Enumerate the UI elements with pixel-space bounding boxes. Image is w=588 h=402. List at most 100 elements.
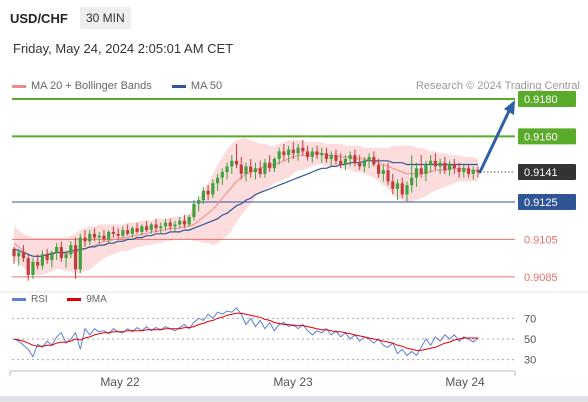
candle (386, 170, 390, 182)
candle (159, 226, 163, 229)
candle (353, 155, 357, 163)
candle (144, 226, 149, 231)
candle (220, 172, 224, 178)
rsi-legend: RSI 9MA (12, 294, 107, 305)
candle (282, 151, 286, 156)
legend-item-rsi: RSI (31, 294, 48, 305)
candle (73, 245, 78, 270)
rsi-swatch (12, 298, 26, 301)
candle (395, 183, 400, 189)
candle (234, 160, 239, 165)
candle (305, 151, 310, 158)
candle (31, 261, 35, 276)
legend-item-ma50: MA 50 (190, 80, 223, 93)
candle (476, 170, 480, 173)
candle (263, 162, 267, 174)
candle (182, 220, 187, 225)
candle (287, 149, 291, 156)
level-label-0.9125: 0.9125 (524, 197, 558, 209)
candle (121, 230, 125, 236)
indicator-legend: MA 20 + Bollinger Bands MA 50 (12, 80, 222, 94)
legend-item-9ma: 9MA (86, 294, 107, 305)
candle (40, 254, 45, 266)
level-tag-0.9160 (518, 128, 576, 145)
candle (64, 254, 68, 259)
legend-item-ma20: MA 20 + Bollinger Bands (31, 80, 152, 93)
candle (239, 164, 243, 174)
level-label-0.9085: 0.9085 (524, 272, 558, 284)
candle (107, 231, 111, 240)
candle (50, 252, 54, 261)
candles (12, 140, 480, 281)
candle (452, 164, 456, 169)
candle (376, 164, 381, 174)
ma50-swatch (171, 84, 186, 88)
ma20-swatch (12, 84, 26, 88)
candle (244, 166, 248, 174)
candle (315, 151, 319, 156)
candle (92, 233, 97, 238)
ma50-line (13, 160, 478, 257)
rsi-tick-50: 50 (524, 334, 536, 346)
level-tag-0.9141 (518, 164, 576, 181)
candle (466, 168, 471, 174)
candle (21, 252, 26, 259)
candle (83, 237, 87, 242)
candle (462, 168, 466, 173)
candle (443, 162, 447, 171)
candle (329, 155, 333, 159)
candle (116, 233, 120, 236)
candle (36, 261, 40, 266)
candle (358, 162, 362, 167)
candle (348, 155, 352, 159)
candle (291, 149, 295, 154)
candle (405, 185, 409, 195)
candle (45, 254, 49, 261)
candle (55, 246, 59, 253)
level-label-0.9160: 0.9160 (524, 131, 558, 143)
candle (12, 248, 16, 257)
candle (438, 162, 442, 167)
candle (97, 235, 101, 238)
x-tick-label: May 23 (273, 375, 313, 389)
candle (362, 160, 366, 167)
candle (249, 166, 253, 173)
candle (310, 151, 314, 158)
candle (230, 160, 234, 167)
candle (78, 237, 82, 270)
symbol-title: USD/CHF (10, 11, 68, 26)
candle (429, 160, 433, 165)
candle (26, 258, 30, 276)
candle (215, 177, 220, 184)
rsi-tick-70: 70 (524, 313, 536, 325)
candle (343, 158, 348, 165)
candle (126, 230, 130, 234)
candle (268, 162, 272, 169)
candle (400, 183, 404, 195)
candle (154, 224, 158, 229)
candle (187, 216, 191, 225)
candle (424, 164, 428, 174)
candle (102, 235, 106, 240)
candle (253, 168, 258, 173)
projection-arrow-head (504, 99, 515, 115)
x-tick-label: May 22 (100, 375, 140, 389)
projection-arrow-shaft (478, 109, 511, 174)
candle (301, 147, 305, 152)
research-credit: Research © 2024 Trading Central (415, 80, 580, 92)
candle (447, 164, 452, 171)
candle (381, 170, 385, 174)
level-tag-0.9125 (518, 193, 576, 210)
timeframe-button[interactable]: 30 MIN (80, 7, 131, 29)
rsi-ma-swatch (67, 298, 82, 301)
rsi-ma-line (13, 312, 478, 351)
candle (135, 228, 139, 232)
chart-datetime: Friday, May 24, 2024 2:05:01 AM CET (13, 41, 234, 56)
candle (192, 203, 196, 217)
candle (168, 222, 172, 227)
candle (433, 160, 437, 167)
candle (173, 224, 177, 227)
candle (339, 160, 343, 165)
bottom-divider (0, 396, 588, 402)
